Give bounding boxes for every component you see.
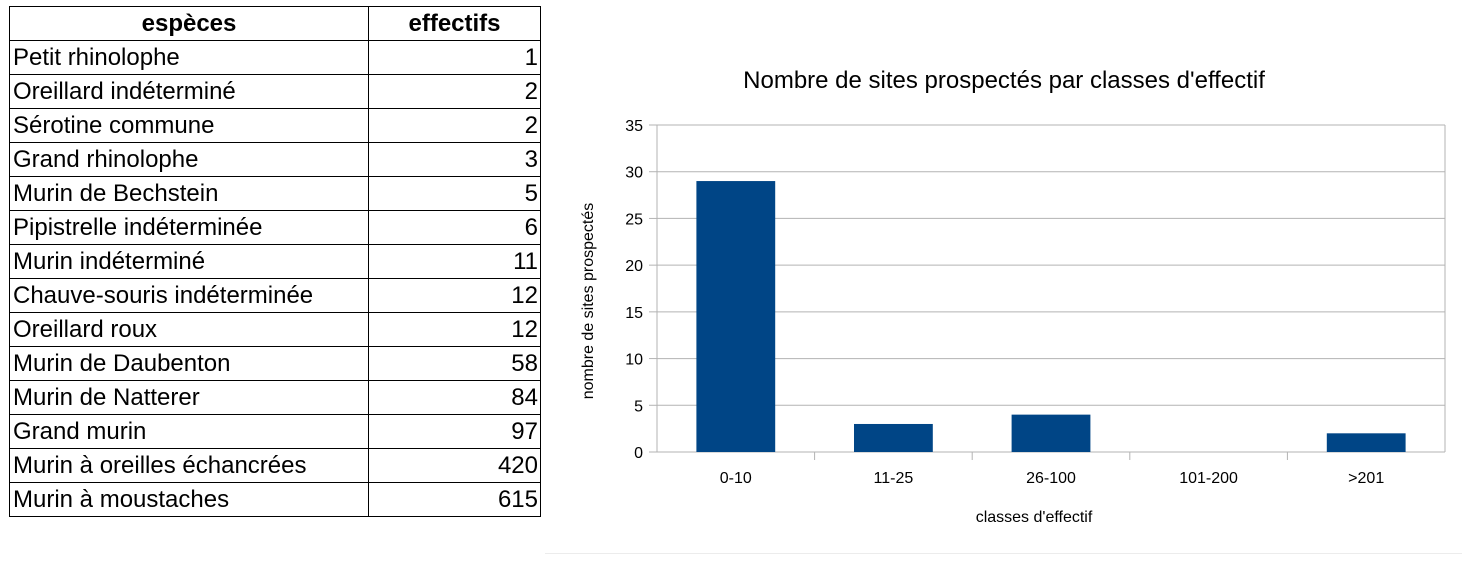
species-name: Chauve-souris indéterminée [9,278,369,313]
y-tick-label: 35 [625,118,643,135]
species-count: 58 [368,346,541,381]
species-count: 84 [368,380,541,415]
species-count: 6 [368,210,541,245]
x-tick-label: 101-200 [1179,470,1238,487]
table-row: Murin de Bechstein 5 [9,176,541,211]
y-axis-ticks: 0 5 10 15 20 25 30 35 [625,118,643,462]
species-name: Grand rhinolophe [9,142,369,177]
y-tick-label: 25 [625,211,643,228]
species-count: 11 [368,244,541,279]
table-row: Murin à oreilles échancrées 420 [9,448,541,483]
species-name: Murin de Daubenton [9,346,369,381]
bar-26-100 [1011,414,1091,452]
species-name: Grand murin [9,414,369,449]
species-table: espèces effectifs Petit rhinolophe 1 Oreil… [9,6,541,517]
table-row: Sérotine commune 2 [9,108,541,143]
species-name: Murin à moustaches [9,482,369,517]
table-row: Pipistrelle indéterminée 6 [9,210,541,245]
table-row: Grand murin 97 [9,414,541,449]
header-species: espèces [9,6,369,41]
x-axis-label: classes d'effectif [976,509,1093,526]
y-tick-label: 15 [625,305,643,322]
table-row: Murin de Natterer 84 [9,380,541,415]
species-count: 3 [368,142,541,177]
table-row: Murin à moustaches 615 [9,482,541,517]
gridlines [649,124,1446,460]
x-axis-ticks: 0-10 11-25 26-100 101-200 >201 [720,470,1385,487]
species-count: 420 [368,448,541,483]
x-tick-label: >201 [1348,470,1384,487]
species-name: Sérotine commune [9,108,369,143]
chart-frame-edge [545,553,1462,554]
species-name: Oreillard roux [9,312,369,347]
x-tick-label: 0-10 [720,470,752,487]
x-tick-label: 11-25 [874,470,914,487]
species-name: Oreillard indéterminé [9,74,369,109]
table-row: Grand rhinolophe 3 [9,142,541,177]
species-count: 615 [368,482,541,517]
x-tick-label: 26-100 [1026,470,1076,487]
table-header-row: espèces effectifs [9,6,541,41]
species-name: Murin de Natterer [9,380,369,415]
chart-title: Nombre de sites prospectés par classes d… [743,67,1265,94]
species-name: Petit rhinolophe [9,40,369,75]
species-count: 12 [368,278,541,313]
species-count: 2 [368,74,541,109]
bar->201 [1326,433,1406,452]
species-count: 12 [368,312,541,347]
species-count: 97 [368,414,541,449]
species-name: Murin à oreilles échancrées [9,448,369,483]
species-name: Pipistrelle indéterminée [9,210,369,245]
species-name: Murin de Bechstein [9,176,369,211]
bar-chart: Nombre de sites prospectés par classes d… [580,67,1446,526]
header-count: effectifs [368,6,541,41]
bar-11-25 [854,423,933,452]
table-row: Petit rhinolophe 1 [9,40,541,75]
y-tick-label: 0 [634,445,643,462]
species-count: 1 [368,40,541,75]
bar-0-10 [696,181,776,453]
bars [696,181,1406,453]
table-row: Chauve-souris indéterminée 12 [9,278,541,313]
y-tick-label: 10 [625,352,643,369]
y-axis-label: nombre de sites prospectés [580,203,597,400]
table-row: Oreillard indéterminé 2 [9,74,541,109]
y-tick-label: 30 [625,165,643,182]
species-name: Murin indéterminé [9,244,369,279]
species-count: 2 [368,108,541,143]
table-row: Murin indéterminé 11 [9,244,541,279]
y-tick-label: 5 [634,398,643,415]
y-tick-label: 20 [625,258,643,275]
species-count: 5 [368,176,541,211]
table-row: Murin de Daubenton 58 [9,346,541,381]
table-row: Oreillard roux 12 [9,312,541,347]
